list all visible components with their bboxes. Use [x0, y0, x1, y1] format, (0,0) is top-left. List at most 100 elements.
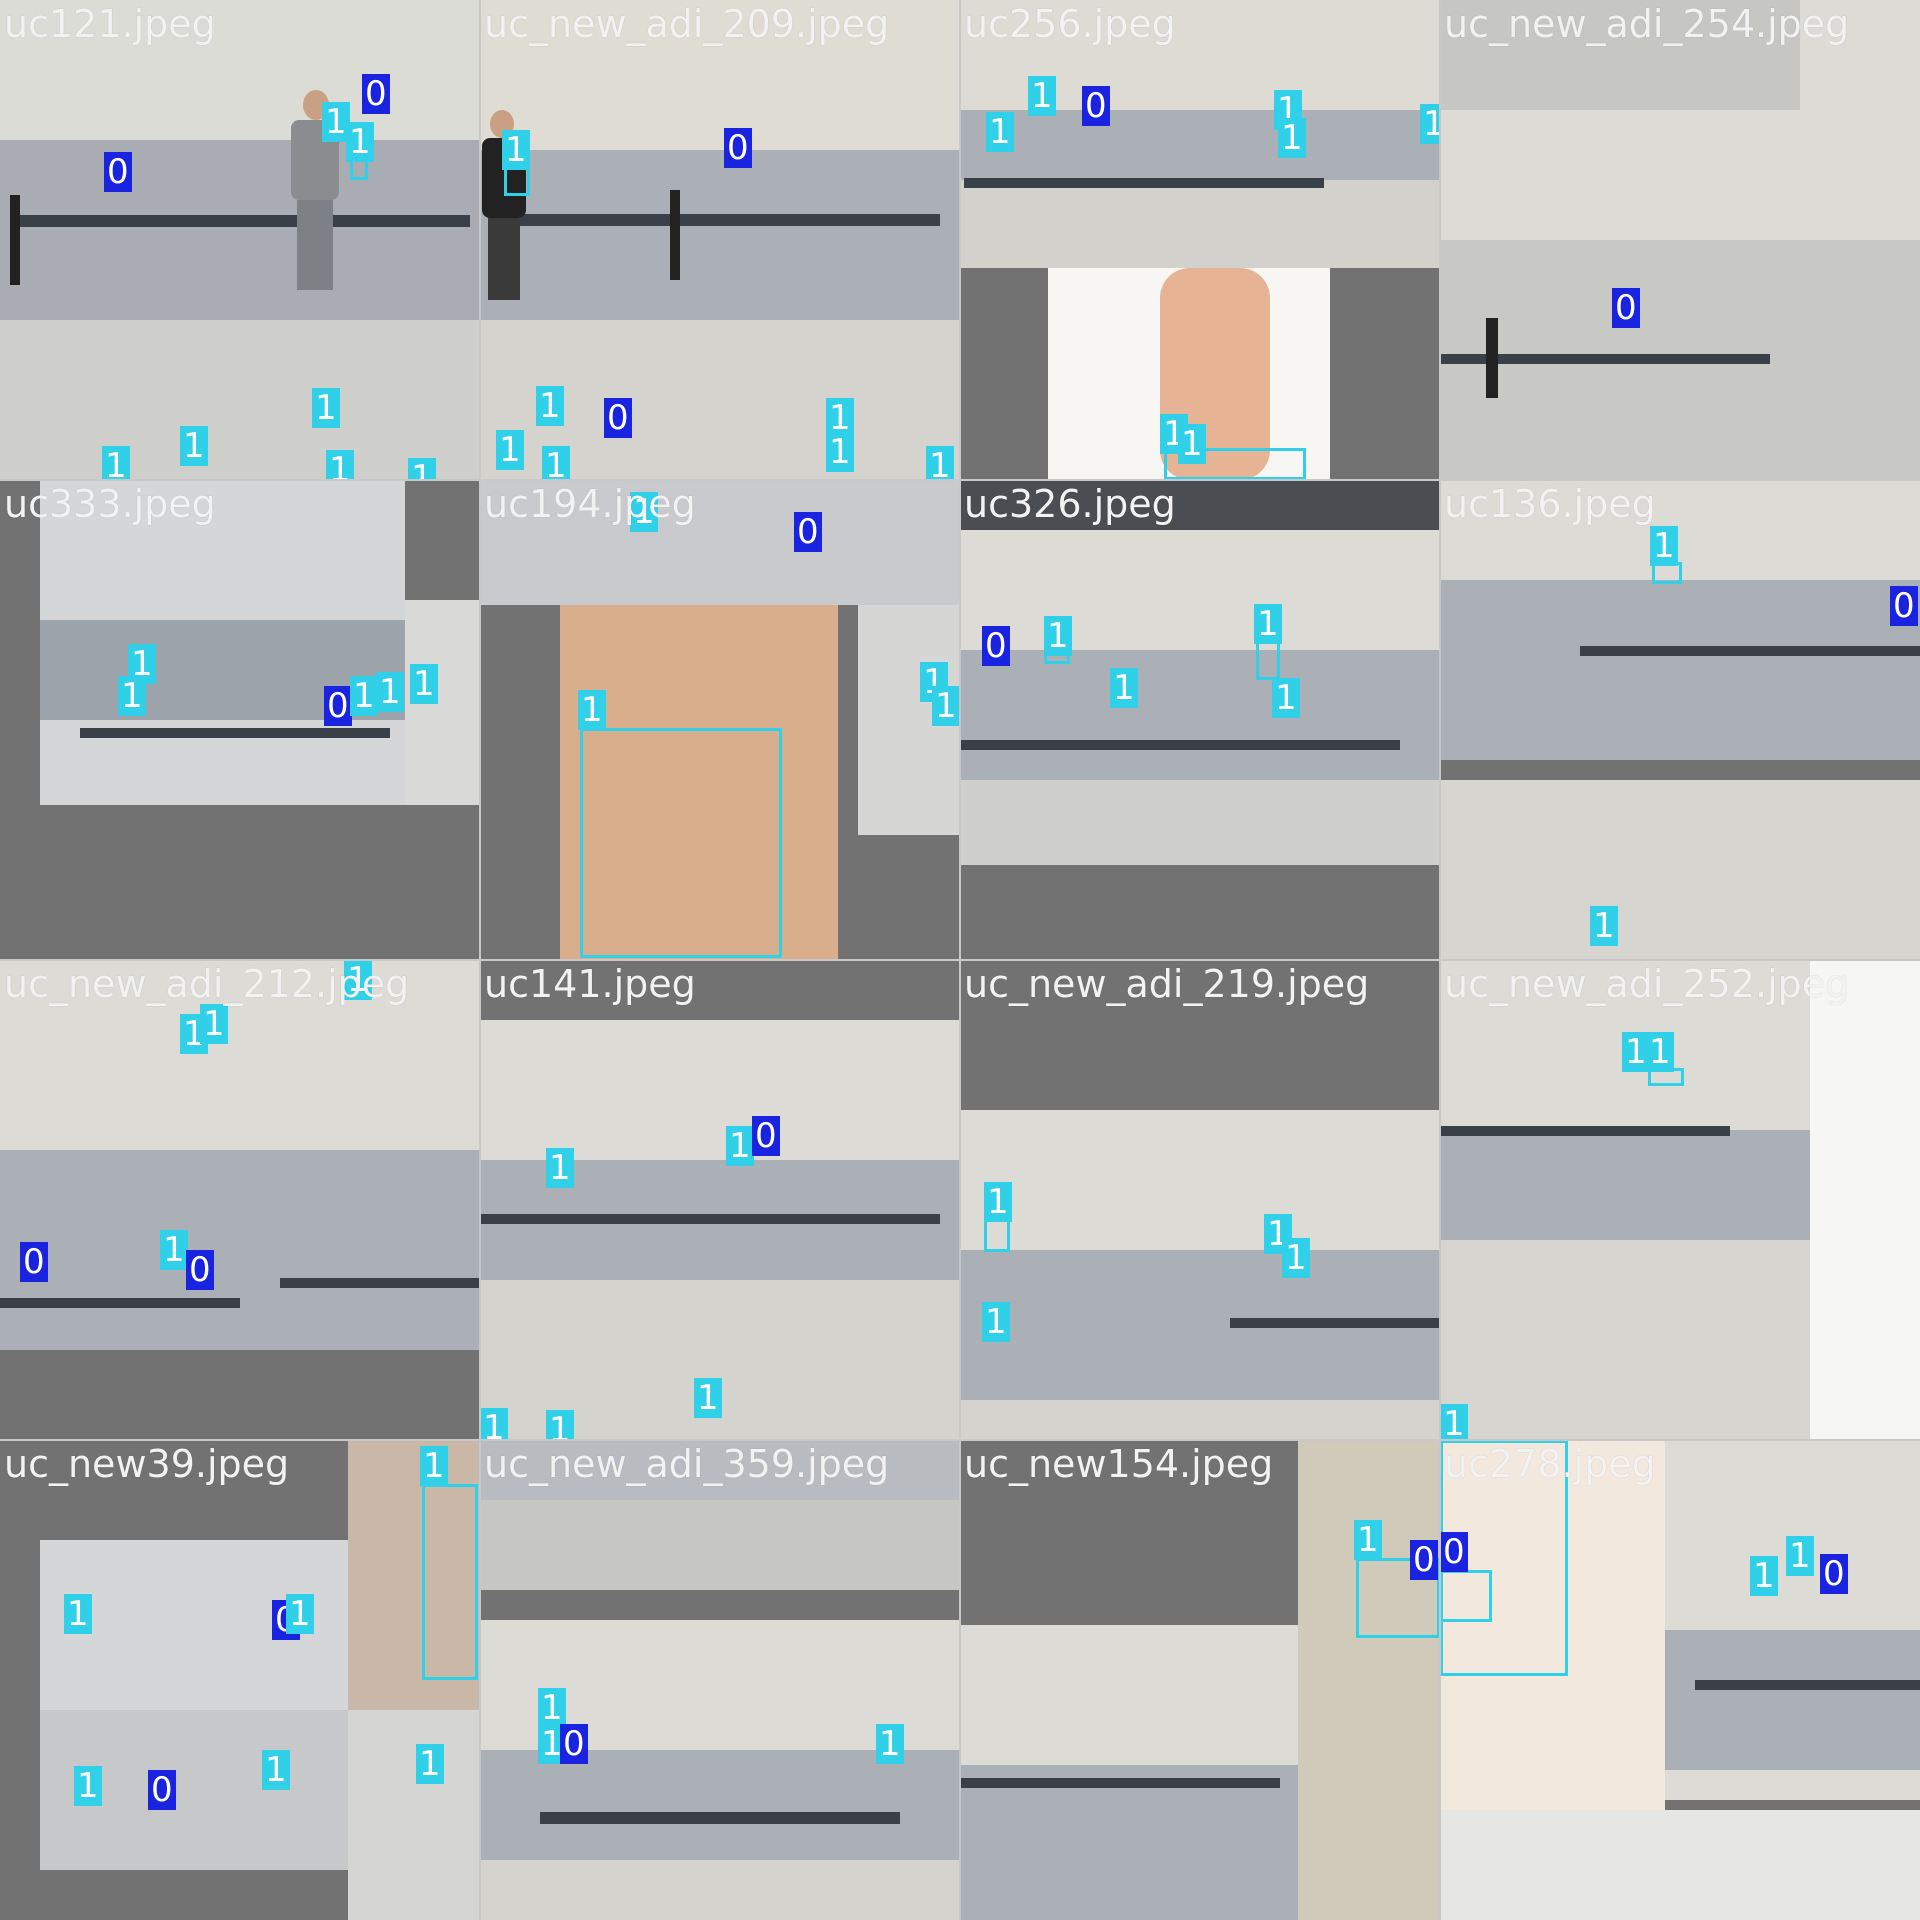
detection-label: 1	[630, 492, 658, 532]
detection-label: 0	[1612, 288, 1640, 328]
floor	[960, 1400, 1440, 1440]
detection-label: 0	[324, 686, 352, 726]
detection-label: 1	[326, 450, 354, 480]
tile-filename: uc141.jpeg	[484, 962, 696, 1006]
mosaic-tile: uc278.jpeg 0 1 1 0	[1440, 1440, 1920, 1920]
detection-label: 1	[876, 1724, 904, 1764]
wall	[0, 1150, 480, 1350]
mosaic-tile: uc_new_adi_359.jpeg 1 1 0 1	[480, 1440, 960, 1920]
detection-label: 0	[604, 398, 632, 438]
wall	[1440, 580, 1920, 760]
mosaic-tile: uc121.jpeg 0 0 1 1 1 1 1 1 1	[0, 0, 480, 480]
detection-label: 1	[102, 446, 130, 480]
detection-label: 1	[502, 130, 530, 170]
photo	[1810, 960, 1920, 1440]
net	[1486, 318, 1498, 398]
detection-label: 1	[1178, 424, 1206, 464]
wall	[0, 140, 480, 320]
detection-label: 0	[794, 512, 822, 552]
mosaic-tile: uc_new_adi_219.jpeg 1 1 1 1	[960, 960, 1440, 1440]
photo	[1298, 1440, 1440, 1920]
detection-label: 1	[1622, 1032, 1650, 1072]
detection-label: 1	[982, 1302, 1010, 1342]
detection-label: 0	[20, 1242, 48, 1282]
tile-filename: uc_new_adi_252.jpeg	[1444, 962, 1850, 1006]
detection-label: 1	[1750, 1556, 1778, 1596]
detection-label: 0	[1440, 1532, 1468, 1572]
detection-label: 1	[322, 102, 350, 142]
tile-filename: uc_new_adi_359.jpeg	[484, 1442, 890, 1486]
detection-label: 1	[1278, 118, 1306, 158]
detection-label: 1	[1254, 604, 1282, 644]
floor	[1440, 1810, 1920, 1920]
tile-filename: uc_new154.jpeg	[964, 1442, 1274, 1486]
wall	[480, 1020, 960, 1160]
detection-label: 1	[986, 112, 1014, 152]
tile-filename: uc278.jpeg	[1444, 1442, 1656, 1486]
detection-label: 1	[350, 676, 378, 716]
detection-label: 1	[1044, 616, 1072, 656]
detection-label: 1	[200, 1004, 228, 1044]
detection-label: 1	[376, 672, 404, 712]
detection-label: 1	[546, 1410, 574, 1440]
detection-label: 1	[926, 446, 954, 480]
detection-label: 1	[578, 690, 606, 730]
mosaic-tile: uc256.jpeg 1 1 0 1 1 1 1 1	[960, 0, 1440, 480]
table	[1695, 1680, 1920, 1690]
detection-label: 1	[160, 1230, 188, 1270]
detection-label: 1	[1440, 1404, 1468, 1440]
mosaic-tile: uc333.jpeg 1 1 0 1 1 1	[0, 480, 480, 960]
bounding-box	[1164, 448, 1306, 480]
detection-label: 1	[1650, 526, 1678, 566]
grid-line	[0, 1439, 1920, 1441]
table	[0, 1298, 240, 1308]
wall	[0, 0, 480, 140]
floor	[960, 780, 1440, 865]
detection-label: 1	[1282, 1238, 1310, 1278]
detection-label: 0	[186, 1250, 214, 1290]
photo	[1440, 1440, 1665, 1810]
floor	[1440, 0, 1800, 110]
table	[964, 178, 1324, 188]
detection-label: 0	[148, 1770, 176, 1810]
detection-label: 1	[1786, 1536, 1814, 1576]
floor	[960, 180, 1440, 268]
grid-line	[0, 959, 1920, 961]
detection-label: 1	[542, 446, 570, 480]
tile-filename: uc_new_adi_219.jpeg	[964, 962, 1370, 1006]
photo	[348, 1710, 480, 1920]
table	[280, 1278, 480, 1288]
detection-label: 1	[286, 1594, 314, 1634]
detection-label: 0	[752, 1116, 780, 1156]
mosaic-tile: uc_new_adi_209.jpeg 0 1 1 0 1 1 1 1 1	[480, 0, 960, 480]
detection-label: 0	[1890, 586, 1918, 626]
detection-label: 1	[1110, 668, 1138, 708]
tile-filename: uc_new_adi_212.jpeg	[4, 962, 410, 1006]
table	[480, 1214, 940, 1224]
grid-line	[0, 479, 1920, 481]
floor	[480, 1860, 960, 1920]
mosaic-tile: uc_new_adi_252.jpeg 1 1 1	[1440, 960, 1920, 1440]
mosaic-tile: uc136.jpeg 1 0 1	[1440, 480, 1920, 960]
bounding-box	[422, 1484, 478, 1680]
detection-label: 1	[180, 426, 208, 466]
floor	[480, 1500, 960, 1590]
detection-label: 1	[312, 388, 340, 428]
table	[80, 728, 390, 738]
mosaic-tile: uc141.jpeg 1 1 0 1 1 1	[480, 960, 960, 1440]
net	[10, 195, 20, 285]
tile-filename: uc_new_adi_209.jpeg	[484, 2, 890, 46]
bounding-box	[1256, 640, 1280, 680]
detection-label: 1	[694, 1378, 722, 1418]
detection-label: 1	[408, 458, 436, 480]
detection-label: 0	[1820, 1554, 1848, 1594]
bounding-box	[1356, 1558, 1440, 1638]
detection-label: 1	[64, 1594, 92, 1634]
detection-label: 1	[410, 664, 438, 704]
detection-label: 1	[496, 430, 524, 470]
detection-label: 0	[1082, 86, 1110, 126]
detection-label: 0	[560, 1724, 588, 1764]
wall	[960, 1625, 1300, 1765]
detection-label: 1	[1272, 678, 1300, 718]
table	[10, 215, 470, 227]
